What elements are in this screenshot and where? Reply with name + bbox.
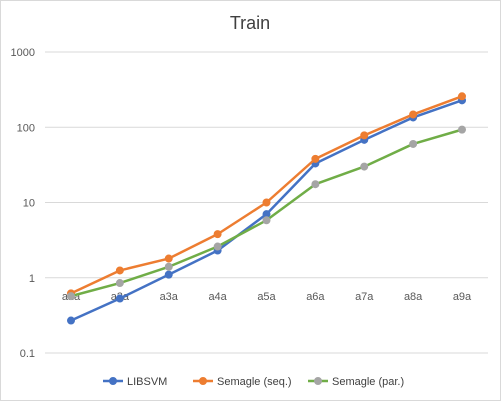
data-point (164, 270, 173, 279)
data-point (458, 92, 466, 101)
legend-label: LIBSVM (127, 376, 167, 388)
x-tick-label: a9a (453, 291, 472, 303)
legend-label: Semagle (seq.) (217, 376, 292, 388)
data-point (67, 316, 75, 325)
data-point (115, 266, 124, 275)
data-point (164, 254, 173, 263)
data-point (311, 180, 320, 189)
y-tick-label: 100 (17, 122, 35, 134)
data-point (213, 230, 222, 239)
legend-label: Semagle (par.) (332, 376, 404, 388)
x-tick-label: a6a (306, 291, 325, 303)
legend-swatch-marker (199, 377, 207, 385)
y-tick-label: 1 (29, 273, 35, 285)
x-tick-label: a4a (208, 291, 227, 303)
data-point (213, 242, 222, 251)
data-point (360, 131, 369, 140)
data-point (458, 125, 466, 134)
data-point (409, 139, 418, 148)
y-tick-label: 0.1 (20, 348, 35, 360)
legend-swatch-marker (314, 377, 322, 385)
y-tick-label: 10 (23, 198, 35, 210)
data-point (262, 216, 271, 225)
series-line (70, 95, 463, 295)
x-tick-label: a5a (257, 291, 276, 303)
plot-series (67, 92, 466, 325)
chart-title: Train (230, 13, 270, 33)
y-axis-ticks: 0.1 1 10 100 1000 (11, 47, 35, 360)
data-point (115, 294, 124, 303)
data-point (262, 198, 271, 207)
y-tick-label: 1000 (11, 47, 35, 59)
legend-swatch-marker (109, 377, 117, 385)
x-tick-label: a7a (355, 291, 374, 303)
data-point (115, 279, 124, 288)
data-point (164, 262, 173, 271)
x-tick-label: a3a (160, 291, 179, 303)
legend: LIBSVM Semagle (seq.) Semagle (par.) (103, 376, 404, 388)
data-point (360, 162, 369, 171)
x-tick-label: a8a (404, 291, 423, 303)
gridlines (45, 51, 488, 354)
data-point (409, 110, 418, 119)
data-point (311, 154, 320, 163)
data-point (67, 292, 75, 301)
